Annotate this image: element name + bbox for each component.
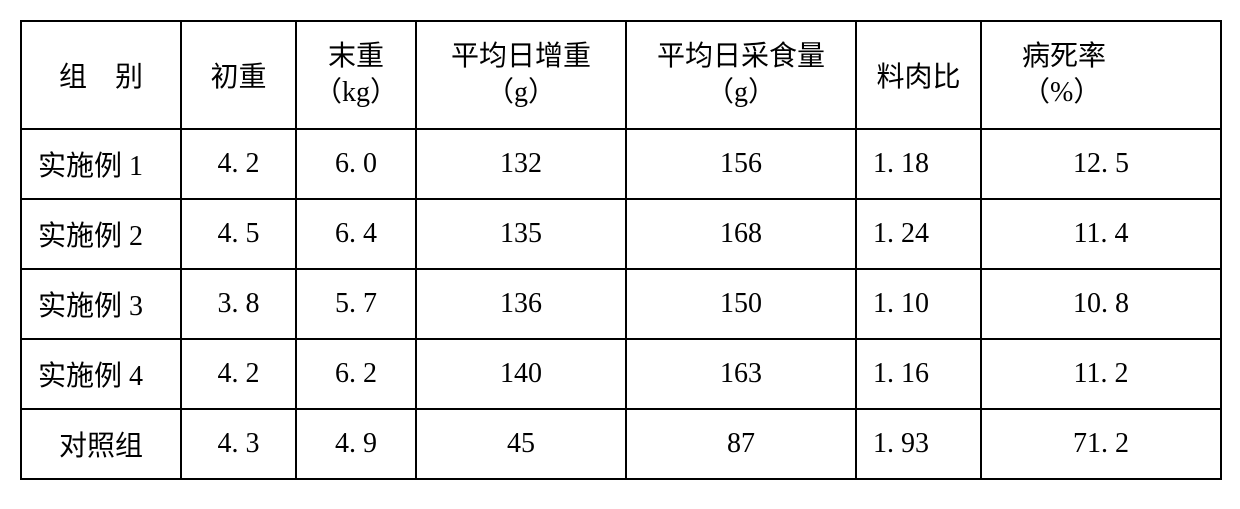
col-header-unit: （g） (627, 75, 855, 111)
cell-group: 实施例 3 (21, 269, 181, 339)
cell-final: 6. 4 (296, 199, 416, 269)
col-header-unit: （g） (417, 75, 625, 111)
data-table: 组别 初重 末重 （kg） 平均日增重 （g） 平均日采食量 (20, 20, 1222, 480)
cell-group: 实施例 2 (21, 199, 181, 269)
cell-ratio: 1. 10 (856, 269, 981, 339)
cell-initial: 4. 2 (181, 339, 296, 409)
cell-mortality: 11. 2 (981, 339, 1221, 409)
col-header-label: 初重 (210, 62, 266, 93)
table-row: 实施例 4 4. 2 6. 2 140 163 1. 16 11. 2 (21, 339, 1221, 409)
cell-final: 6. 0 (296, 129, 416, 199)
cell-final: 5. 7 (296, 269, 416, 339)
cell-adg: 140 (416, 339, 626, 409)
cell-adfi: 150 (626, 269, 856, 339)
col-header-mortality: 病死率 （%） (981, 21, 1221, 129)
table-row: 实施例 3 3. 8 5. 7 136 150 1. 10 10. 8 (21, 269, 1221, 339)
cell-ratio: 1. 18 (856, 129, 981, 199)
cell-final: 6. 2 (296, 339, 416, 409)
cell-adfi: 168 (626, 199, 856, 269)
cell-adfi: 163 (626, 339, 856, 409)
table-row: 实施例 2 4. 5 6. 4 135 168 1. 24 11. 4 (21, 199, 1221, 269)
cell-adfi: 87 (626, 409, 856, 479)
cell-adg: 45 (416, 409, 626, 479)
col-header-group: 组别 (21, 21, 181, 129)
table-row: 实施例 1 4. 2 6. 0 132 156 1. 18 12. 5 (21, 129, 1221, 199)
cell-ratio: 1. 16 (856, 339, 981, 409)
cell-mortality: 71. 2 (981, 409, 1221, 479)
cell-ratio: 1. 93 (856, 409, 981, 479)
col-header-avg-daily-gain: 平均日增重 （g） (416, 21, 626, 129)
col-header-unit: （%） (1022, 75, 1220, 111)
table-row: 对照组 4. 3 4. 9 45 87 1. 93 71. 2 (21, 409, 1221, 479)
cell-initial: 4. 3 (181, 409, 296, 479)
cell-group: 对照组 (21, 409, 181, 479)
cell-adg: 132 (416, 129, 626, 199)
table-header-row: 组别 初重 末重 （kg） 平均日增重 （g） 平均日采食量 (21, 21, 1221, 129)
col-header-label: 末重 (328, 41, 384, 72)
col-header-label: 组别 (31, 62, 171, 93)
col-header-label: 平均日增重 (451, 41, 591, 72)
cell-adfi: 156 (626, 129, 856, 199)
cell-adg: 136 (416, 269, 626, 339)
cell-mortality: 12. 5 (981, 129, 1221, 199)
col-header-label: 料肉比 (876, 62, 960, 93)
cell-group: 实施例 4 (21, 339, 181, 409)
cell-mortality: 10. 8 (981, 269, 1221, 339)
cell-ratio: 1. 24 (856, 199, 981, 269)
cell-mortality: 11. 4 (981, 199, 1221, 269)
cell-initial: 3. 8 (181, 269, 296, 339)
col-header-label: 平均日采食量 (657, 41, 825, 72)
col-header-unit: （kg） (297, 75, 415, 111)
cell-adg: 135 (416, 199, 626, 269)
col-header-initial-weight: 初重 (181, 21, 296, 129)
cell-initial: 4. 2 (181, 129, 296, 199)
col-header-feed-ratio: 料肉比 (856, 21, 981, 129)
cell-final: 4. 9 (296, 409, 416, 479)
table-body: 实施例 1 4. 2 6. 0 132 156 1. 18 12. 5 实施例 … (21, 129, 1221, 479)
col-header-final-weight: 末重 （kg） (296, 21, 416, 129)
cell-group: 实施例 1 (21, 129, 181, 199)
col-header-avg-daily-feed: 平均日采食量 （g） (626, 21, 856, 129)
cell-initial: 4. 5 (181, 199, 296, 269)
col-header-label: 病死率 (1022, 41, 1106, 72)
